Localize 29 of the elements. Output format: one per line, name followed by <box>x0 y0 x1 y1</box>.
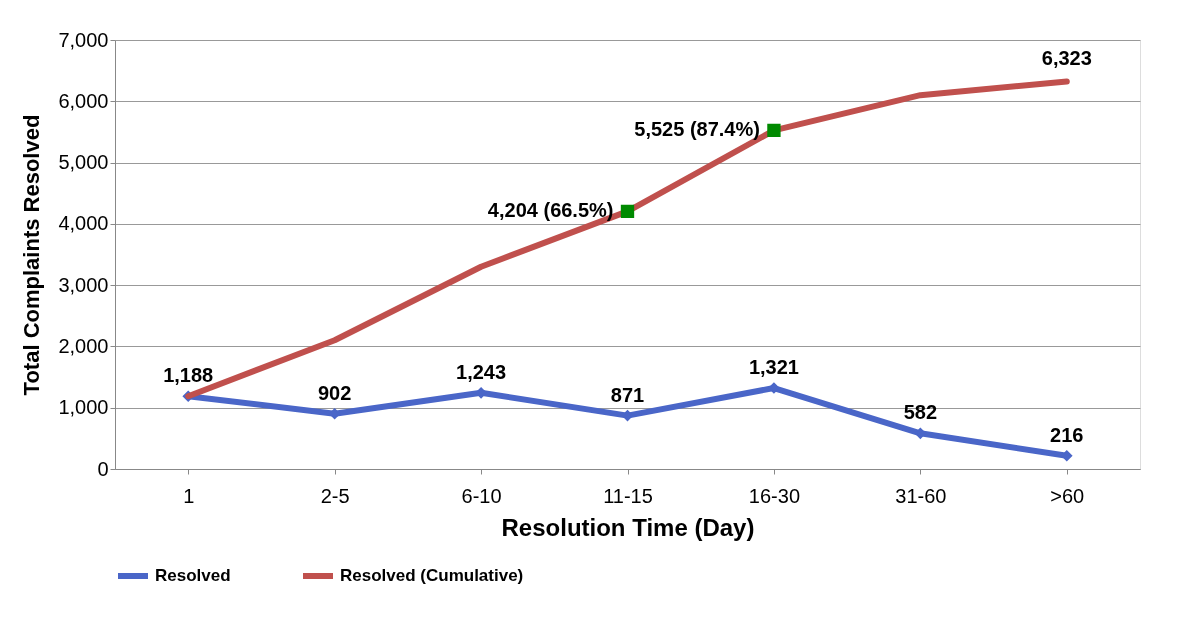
annotation: 5,525 (87.4%) <box>634 118 760 141</box>
x-tick-label: 31-60 <box>895 484 947 507</box>
data-label: 582 <box>903 401 938 424</box>
annotation: 6,323 <box>1041 47 1092 70</box>
data-label: 871 <box>610 383 645 406</box>
y-axis-title: Total Complaints Resolved <box>19 114 45 396</box>
y-tick-label: 5,000 <box>58 151 109 174</box>
x-axis-title: Resolution Time (Day) <box>501 513 755 541</box>
annotation: 4,204 (66.5%) <box>487 199 614 222</box>
x-tick-label: 2-5 <box>320 484 350 507</box>
y-tick-label: 1,000 <box>58 396 109 419</box>
y-tick-label: 3,000 <box>58 273 109 296</box>
data-label: 902 <box>317 381 352 404</box>
data-label: 216 <box>1050 423 1084 446</box>
legend-label: Resolved <box>155 566 231 585</box>
x-tick-label: >60 <box>1050 484 1085 507</box>
legend-label: Resolved (Cumulative) <box>340 566 524 585</box>
data-label: 1,243 <box>456 360 507 383</box>
x-tick-label: 16-30 <box>748 484 801 507</box>
data-label: 1,188 <box>163 364 214 387</box>
y-tick-label: 2,000 <box>58 334 109 357</box>
x-tick-label: 6-10 <box>461 484 502 507</box>
y-tick-label: 4,000 <box>58 212 109 235</box>
y-tick-label: 0 <box>97 457 109 480</box>
y-tick-label: 6,000 <box>58 89 109 112</box>
data-label: 1,321 <box>748 356 799 379</box>
x-tick-label: 1 <box>183 484 195 507</box>
y-tick-label: 7,000 <box>58 28 109 51</box>
x-tick-label: 11-15 <box>603 484 653 507</box>
